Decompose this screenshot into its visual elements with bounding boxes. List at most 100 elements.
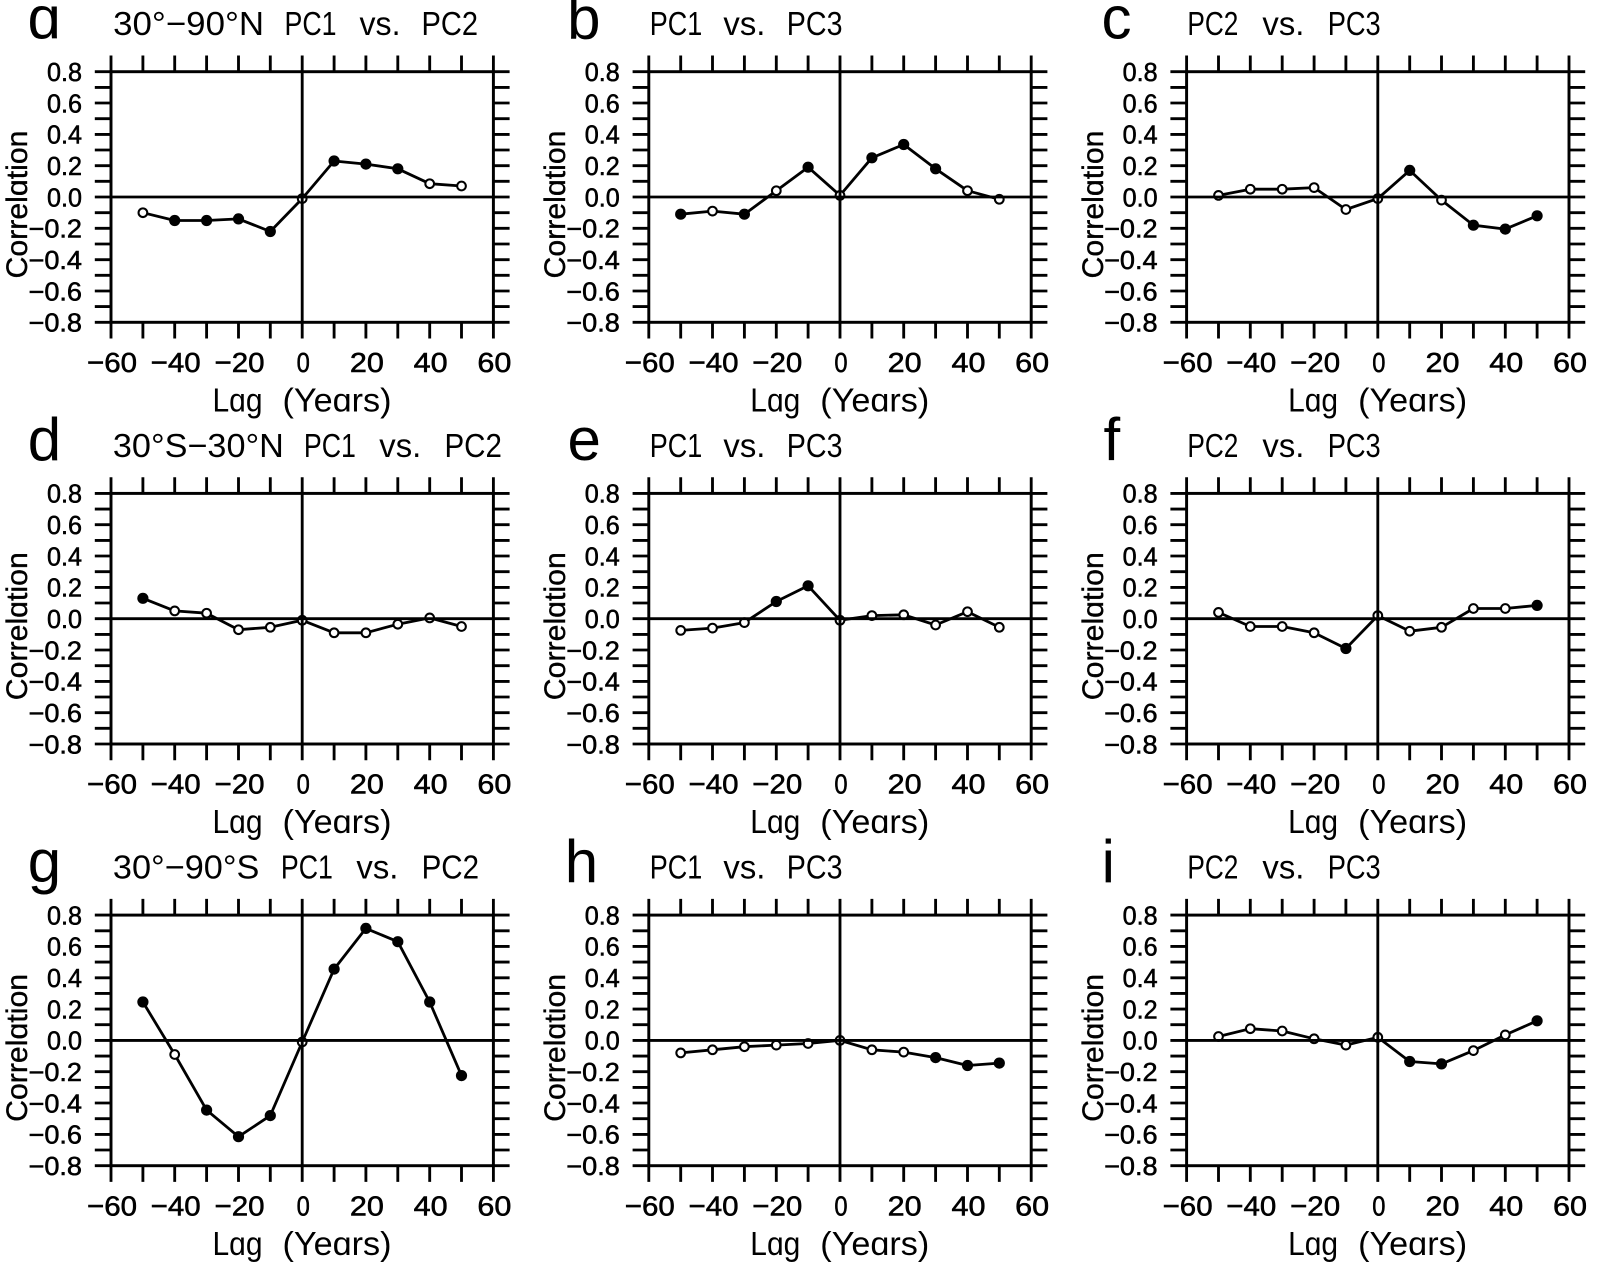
svg-text:−40: −40 — [151, 769, 201, 800]
svg-text:−20: −20 — [215, 347, 265, 378]
svg-text:0.6: 0.6 — [585, 932, 620, 962]
svg-text:40: 40 — [414, 1190, 448, 1221]
svg-text:60: 60 — [477, 1190, 511, 1221]
svg-text:−40: −40 — [151, 347, 201, 378]
svg-text:0: 0 — [834, 769, 847, 800]
svg-text:vs.: vs. — [723, 428, 765, 465]
svg-text:−40: −40 — [1226, 347, 1276, 378]
svg-text:0.8: 0.8 — [47, 479, 82, 509]
svg-text:0.2: 0.2 — [47, 994, 82, 1024]
svg-text:−60: −60 — [1163, 1190, 1213, 1221]
svg-text:−60: −60 — [87, 1190, 137, 1221]
svg-text:−40: −40 — [1226, 769, 1276, 800]
svg-text:(Yeɑrs): (Yeɑrs) — [820, 383, 929, 420]
svg-text:vs.: vs. — [1262, 6, 1304, 43]
svg-text:0.0: 0.0 — [585, 182, 620, 212]
svg-text:Lɑɡ: Lɑɡ — [750, 1226, 800, 1263]
svg-text:0: 0 — [834, 347, 847, 378]
svg-text:−20: −20 — [1290, 1190, 1340, 1221]
svg-text:(Yeɑrs): (Yeɑrs) — [283, 804, 392, 841]
svg-text:Correlɑtion: Correlɑtion — [539, 974, 572, 1122]
svg-text:−0.4: −0.4 — [29, 1088, 83, 1118]
svg-text:0.0: 0.0 — [1123, 604, 1158, 634]
svg-text:(Yeɑrs): (Yeɑrs) — [1358, 383, 1467, 420]
svg-text:0.8: 0.8 — [1123, 900, 1158, 930]
svg-text:20: 20 — [1426, 769, 1460, 800]
svg-text:0: 0 — [297, 769, 310, 800]
svg-text:40: 40 — [952, 347, 986, 378]
svg-text:(Yeɑrs): (Yeɑrs) — [820, 804, 929, 841]
svg-text:−40: −40 — [689, 769, 739, 800]
svg-text:−0.2: −0.2 — [1104, 635, 1158, 665]
svg-text:0.2: 0.2 — [1123, 994, 1158, 1024]
svg-text:0.6: 0.6 — [1123, 88, 1158, 118]
svg-text:0.4: 0.4 — [1123, 541, 1158, 571]
svg-text:PC2: PC2 — [422, 6, 479, 43]
svg-text:−20: −20 — [752, 347, 802, 378]
svg-text:−0.2: −0.2 — [566, 1057, 620, 1087]
svg-text:−0.2: −0.2 — [1104, 214, 1158, 244]
svg-text:Correlɑtion: Correlɑtion — [539, 552, 572, 700]
svg-text:Correlɑtion: Correlɑtion — [1, 974, 34, 1122]
svg-text:0: 0 — [834, 1190, 847, 1221]
svg-text:−0.6: −0.6 — [29, 276, 83, 306]
svg-text:vs.: vs. — [356, 850, 398, 887]
svg-text:Correlɑtion: Correlɑtion — [1077, 552, 1110, 700]
svg-text:0: 0 — [1372, 769, 1385, 800]
svg-text:−60: −60 — [1163, 769, 1213, 800]
svg-text:40: 40 — [414, 769, 448, 800]
svg-text:0.2: 0.2 — [585, 573, 620, 603]
svg-text:−0.4: −0.4 — [29, 245, 83, 275]
svg-text:0.2: 0.2 — [1123, 151, 1158, 181]
svg-text:0.2: 0.2 — [47, 573, 82, 603]
svg-text:60: 60 — [1553, 347, 1587, 378]
svg-text:−0.8: −0.8 — [566, 729, 620, 759]
svg-text:(Yeɑrs): (Yeɑrs) — [820, 1226, 929, 1263]
svg-text:−60: −60 — [87, 769, 137, 800]
svg-text:−40: −40 — [1226, 1190, 1276, 1221]
svg-text:0.8: 0.8 — [47, 900, 82, 930]
svg-text:−0.6: −0.6 — [1104, 1120, 1158, 1150]
svg-text:20: 20 — [888, 769, 922, 800]
svg-text:−60: −60 — [625, 347, 675, 378]
svg-text:−60: −60 — [625, 1190, 675, 1221]
svg-text:−0.8: −0.8 — [1104, 1151, 1158, 1181]
svg-text:Correlɑtion: Correlɑtion — [1077, 131, 1110, 279]
svg-text:0.4: 0.4 — [585, 541, 620, 571]
svg-text:Lɑɡ: Lɑɡ — [1288, 383, 1338, 420]
svg-text:0.6: 0.6 — [47, 932, 82, 962]
svg-text:0.2: 0.2 — [47, 151, 82, 181]
svg-text:0.2: 0.2 — [585, 151, 620, 181]
svg-text:−60: −60 — [1163, 347, 1213, 378]
svg-text:30°S−30°N: 30°S−30°N — [113, 428, 284, 465]
svg-text:0.8: 0.8 — [1123, 57, 1158, 87]
svg-text:−40: −40 — [151, 1190, 201, 1221]
svg-text:−0.2: −0.2 — [29, 635, 83, 665]
svg-text:PC3: PC3 — [787, 6, 843, 43]
svg-text:PC2: PC2 — [422, 850, 479, 887]
svg-text:Lɑɡ: Lɑɡ — [213, 1226, 263, 1263]
svg-text:0.0: 0.0 — [47, 182, 82, 212]
svg-text:0: 0 — [1372, 347, 1385, 378]
svg-text:−0.2: −0.2 — [1104, 1057, 1158, 1087]
svg-text:40: 40 — [952, 769, 986, 800]
svg-text:f: f — [1104, 406, 1121, 473]
svg-text:−0.8: −0.8 — [566, 308, 620, 338]
svg-text:0.4: 0.4 — [1123, 120, 1158, 150]
svg-text:0.0: 0.0 — [1123, 1026, 1158, 1056]
svg-text:30°−90°S: 30°−90°S — [113, 850, 260, 887]
svg-text:PC2: PC2 — [445, 428, 502, 465]
svg-text:Lɑɡ: Lɑɡ — [213, 804, 263, 841]
svg-text:−0.4: −0.4 — [29, 667, 83, 697]
svg-text:−0.2: −0.2 — [29, 214, 83, 244]
svg-text:60: 60 — [477, 769, 511, 800]
svg-text:0: 0 — [297, 347, 310, 378]
svg-text:PC3: PC3 — [1328, 850, 1381, 887]
svg-text:0.0: 0.0 — [585, 604, 620, 634]
svg-text:PC3: PC3 — [1328, 428, 1381, 465]
svg-text:PC3: PC3 — [787, 428, 843, 465]
svg-text:0: 0 — [297, 1190, 310, 1221]
svg-text:−20: −20 — [752, 769, 802, 800]
svg-text:−0.2: −0.2 — [566, 635, 620, 665]
svg-text:vs.: vs. — [723, 850, 765, 887]
